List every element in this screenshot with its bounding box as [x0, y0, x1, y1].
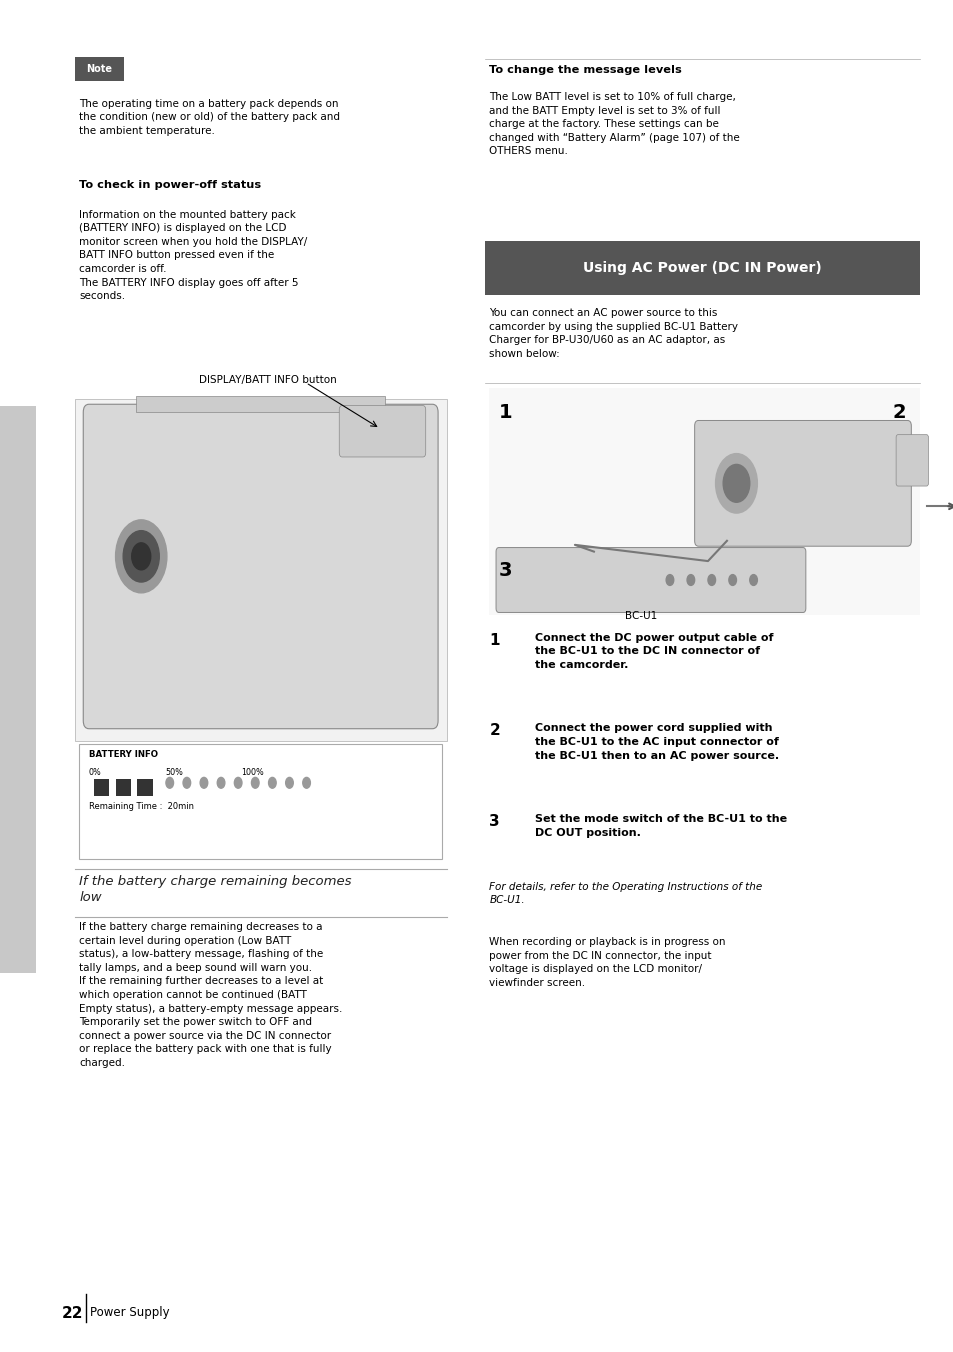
FancyBboxPatch shape — [93, 779, 109, 796]
FancyBboxPatch shape — [339, 406, 425, 457]
FancyBboxPatch shape — [79, 744, 441, 859]
FancyBboxPatch shape — [74, 57, 124, 81]
Circle shape — [166, 777, 173, 788]
Text: If the battery charge remaining becomes
low: If the battery charge remaining becomes … — [79, 875, 352, 903]
Circle shape — [707, 575, 715, 585]
Text: Using AC Power (DC IN Power): Using AC Power (DC IN Power) — [582, 261, 821, 274]
Text: To check in power-off status: To check in power-off status — [79, 180, 261, 189]
Circle shape — [269, 777, 275, 788]
Text: 3: 3 — [489, 814, 499, 829]
Text: Connect the power cord supplied with
the BC-U1 to the AC input connector of
the : Connect the power cord supplied with the… — [535, 723, 779, 761]
Text: 50%: 50% — [165, 768, 183, 777]
FancyBboxPatch shape — [137, 779, 152, 796]
Circle shape — [686, 575, 694, 585]
Text: Connect the DC power output cable of
the BC-U1 to the DC IN connector of
the cam: Connect the DC power output cable of the… — [535, 633, 773, 671]
Text: 22: 22 — [62, 1306, 83, 1321]
Circle shape — [749, 575, 757, 585]
Text: Note: Note — [87, 64, 112, 74]
FancyBboxPatch shape — [136, 396, 384, 412]
Circle shape — [715, 454, 757, 514]
Circle shape — [123, 530, 159, 581]
Circle shape — [234, 777, 242, 788]
Text: 3: 3 — [498, 561, 512, 580]
Text: If the battery charge remaining decreases to a
certain level during operation (L: If the battery charge remaining decrease… — [79, 922, 342, 1068]
Circle shape — [200, 777, 208, 788]
Text: 100%: 100% — [241, 768, 263, 777]
Text: Remaining Time :  20min: Remaining Time : 20min — [89, 802, 193, 811]
Circle shape — [183, 777, 191, 788]
FancyBboxPatch shape — [694, 420, 910, 546]
Circle shape — [728, 575, 736, 585]
Text: The Low BATT level is set to 10% of full charge,
and the BATT Empty level is set: The Low BATT level is set to 10% of full… — [489, 92, 740, 157]
Circle shape — [302, 777, 310, 788]
Text: Information on the mounted battery pack
(BATTERY INFO) is displayed on the LCD
m: Information on the mounted battery pack … — [79, 210, 308, 301]
FancyBboxPatch shape — [115, 779, 131, 796]
Text: The operating time on a battery pack depends on
the condition (new or old) of th: The operating time on a battery pack dep… — [79, 99, 340, 137]
Text: 1: 1 — [489, 633, 499, 648]
FancyBboxPatch shape — [83, 404, 437, 729]
FancyBboxPatch shape — [496, 548, 805, 612]
Circle shape — [665, 575, 673, 585]
Text: To change the message levels: To change the message levels — [489, 65, 681, 74]
Circle shape — [252, 777, 259, 788]
Text: DISPLAY/BATT INFO button: DISPLAY/BATT INFO button — [199, 375, 336, 384]
Text: 0%: 0% — [89, 768, 102, 777]
Text: For details, refer to the Operating Instructions of the
BC-U1.: For details, refer to the Operating Inst… — [489, 882, 761, 904]
Text: When recording or playback is in progress on
power from the DC IN connector, the: When recording or playback is in progres… — [489, 937, 725, 988]
Circle shape — [722, 465, 749, 503]
Circle shape — [285, 777, 293, 788]
Circle shape — [217, 777, 225, 788]
Text: Preparations: Preparations — [14, 627, 24, 698]
FancyBboxPatch shape — [484, 241, 920, 295]
Text: BATTERY INFO: BATTERY INFO — [89, 750, 158, 760]
Circle shape — [115, 519, 167, 592]
Text: 2: 2 — [892, 403, 905, 422]
FancyBboxPatch shape — [895, 435, 927, 487]
Text: Power Supply: Power Supply — [91, 1306, 170, 1320]
Text: 1: 1 — [498, 403, 512, 422]
FancyBboxPatch shape — [489, 388, 920, 615]
Text: Set the mode switch of the BC-U1 to the
DC OUT position.: Set the mode switch of the BC-U1 to the … — [535, 814, 786, 837]
Text: BC-U1: BC-U1 — [624, 611, 657, 621]
Circle shape — [132, 542, 151, 571]
Text: You can connect an AC power source to this
camcorder by using the supplied BC-U1: You can connect an AC power source to th… — [489, 308, 738, 360]
FancyBboxPatch shape — [74, 399, 446, 741]
Text: 2: 2 — [489, 723, 499, 738]
